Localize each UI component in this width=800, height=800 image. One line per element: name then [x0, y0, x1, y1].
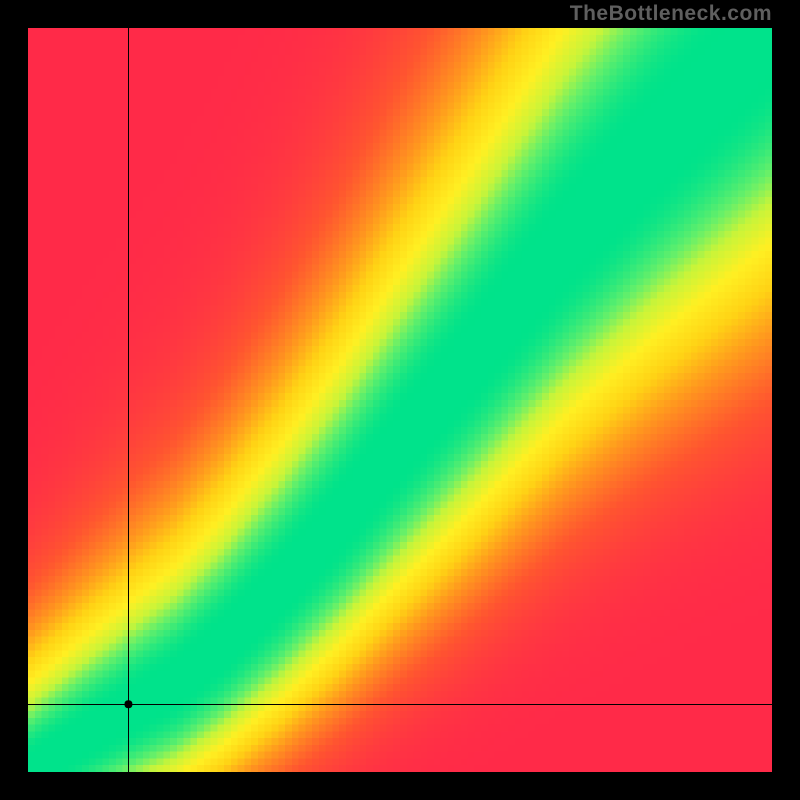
- heatmap-container: TheBottleneck.com: [0, 0, 800, 800]
- watermark-text: TheBottleneck.com: [570, 2, 772, 26]
- crosshair-overlay: [28, 28, 772, 772]
